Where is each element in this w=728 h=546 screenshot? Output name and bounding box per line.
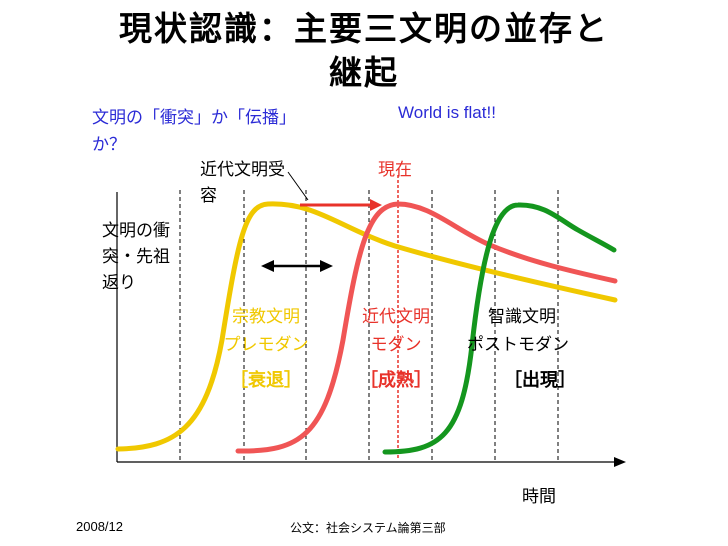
footer-date: 2008/12 <box>76 519 123 534</box>
modern-civilization-curve <box>235 201 618 454</box>
clash-label-line3: 返り <box>102 273 136 293</box>
modern-civilization-era: モダン <box>370 335 422 355</box>
x-axis-arrowhead <box>614 457 626 467</box>
clash-arrowhead-left <box>261 260 274 272</box>
subtitle-world-is-flat: World is flat!! <box>398 103 496 122</box>
modern-acceptance-label-line2: 容 <box>200 186 217 206</box>
knowledge-civilization-era: ポストモダン <box>467 335 569 355</box>
religious-civilization-curve <box>115 201 618 452</box>
subtitle-question: 文明の「衝突」か「伝播」 <box>92 108 296 128</box>
clash-label-line1: 文明の衝 <box>102 221 170 241</box>
knowledge-civilization-name: 智識文明 <box>488 307 556 327</box>
x-axis-label: 時間 <box>522 487 556 507</box>
acceptance-pointer <box>287 171 309 201</box>
modern-civilization-name: 近代文明 <box>362 307 430 327</box>
religious-civilization-name: 宗教文明 <box>232 307 300 327</box>
knowledge-civilization-curve <box>382 202 617 455</box>
footer-text: 公文：社会システム論第三部 <box>290 521 446 535</box>
religious-civilization-era: プレモダン <box>223 335 309 355</box>
religious-civilization-phase: ［衰退］ <box>230 370 302 391</box>
clash-label-line2: 突・先祖 <box>102 247 170 267</box>
subtitle-question-end: か？ <box>92 135 126 155</box>
slide-title-line1: 現状認識：主要三文明の並存と <box>119 9 609 48</box>
modern-acceptance-arrowhead <box>370 199 382 211</box>
knowledge-civilization-phase: ［出現］ <box>504 370 576 391</box>
modern-acceptance-label-line1: 近代文明受 <box>200 160 285 180</box>
slide-title-line2: 継起 <box>329 53 399 92</box>
modern-civilization-phase: ［成熟］ <box>360 370 432 391</box>
clash-arrowhead-right <box>320 260 333 272</box>
present-label: 現在 <box>378 160 412 180</box>
